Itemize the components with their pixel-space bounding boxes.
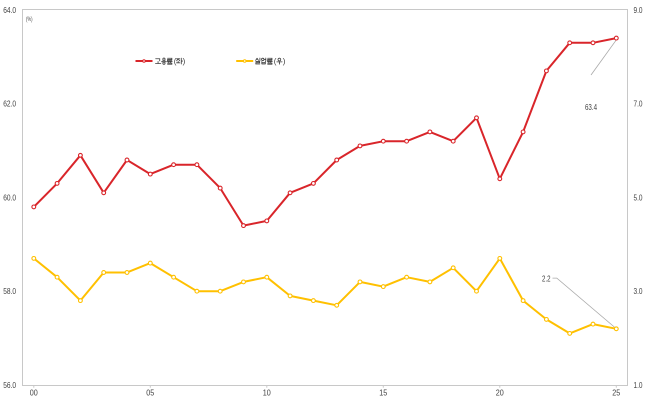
svg-text:63.4: 63.4 [585, 103, 597, 112]
svg-text:5.0: 5.0 [634, 193, 643, 202]
svg-text:7.0: 7.0 [634, 100, 643, 109]
svg-text:62.0: 62.0 [3, 100, 16, 109]
svg-text:(%): (%) [26, 16, 33, 23]
svg-text:9.0: 9.0 [634, 6, 643, 15]
svg-text:05: 05 [146, 388, 154, 397]
svg-text:20: 20 [496, 388, 504, 397]
svg-text:15: 15 [379, 388, 387, 397]
svg-text:58.0: 58.0 [3, 287, 16, 296]
svg-text:(: ( [174, 57, 177, 66]
svg-text:(: ( [274, 57, 277, 66]
svg-text:00: 00 [30, 388, 38, 397]
svg-text:60.0: 60.0 [3, 193, 16, 202]
svg-text:3.0: 3.0 [634, 287, 643, 296]
svg-text:): ) [183, 57, 186, 66]
svg-text:56.0: 56.0 [3, 381, 16, 390]
svg-text:1.0: 1.0 [634, 381, 643, 390]
svg-text:64.0: 64.0 [3, 6, 16, 15]
svg-text:): ) [283, 57, 286, 66]
svg-text:10: 10 [263, 388, 271, 397]
svg-text:2.2: 2.2 [542, 274, 551, 283]
svg-text:25: 25 [612, 388, 620, 397]
